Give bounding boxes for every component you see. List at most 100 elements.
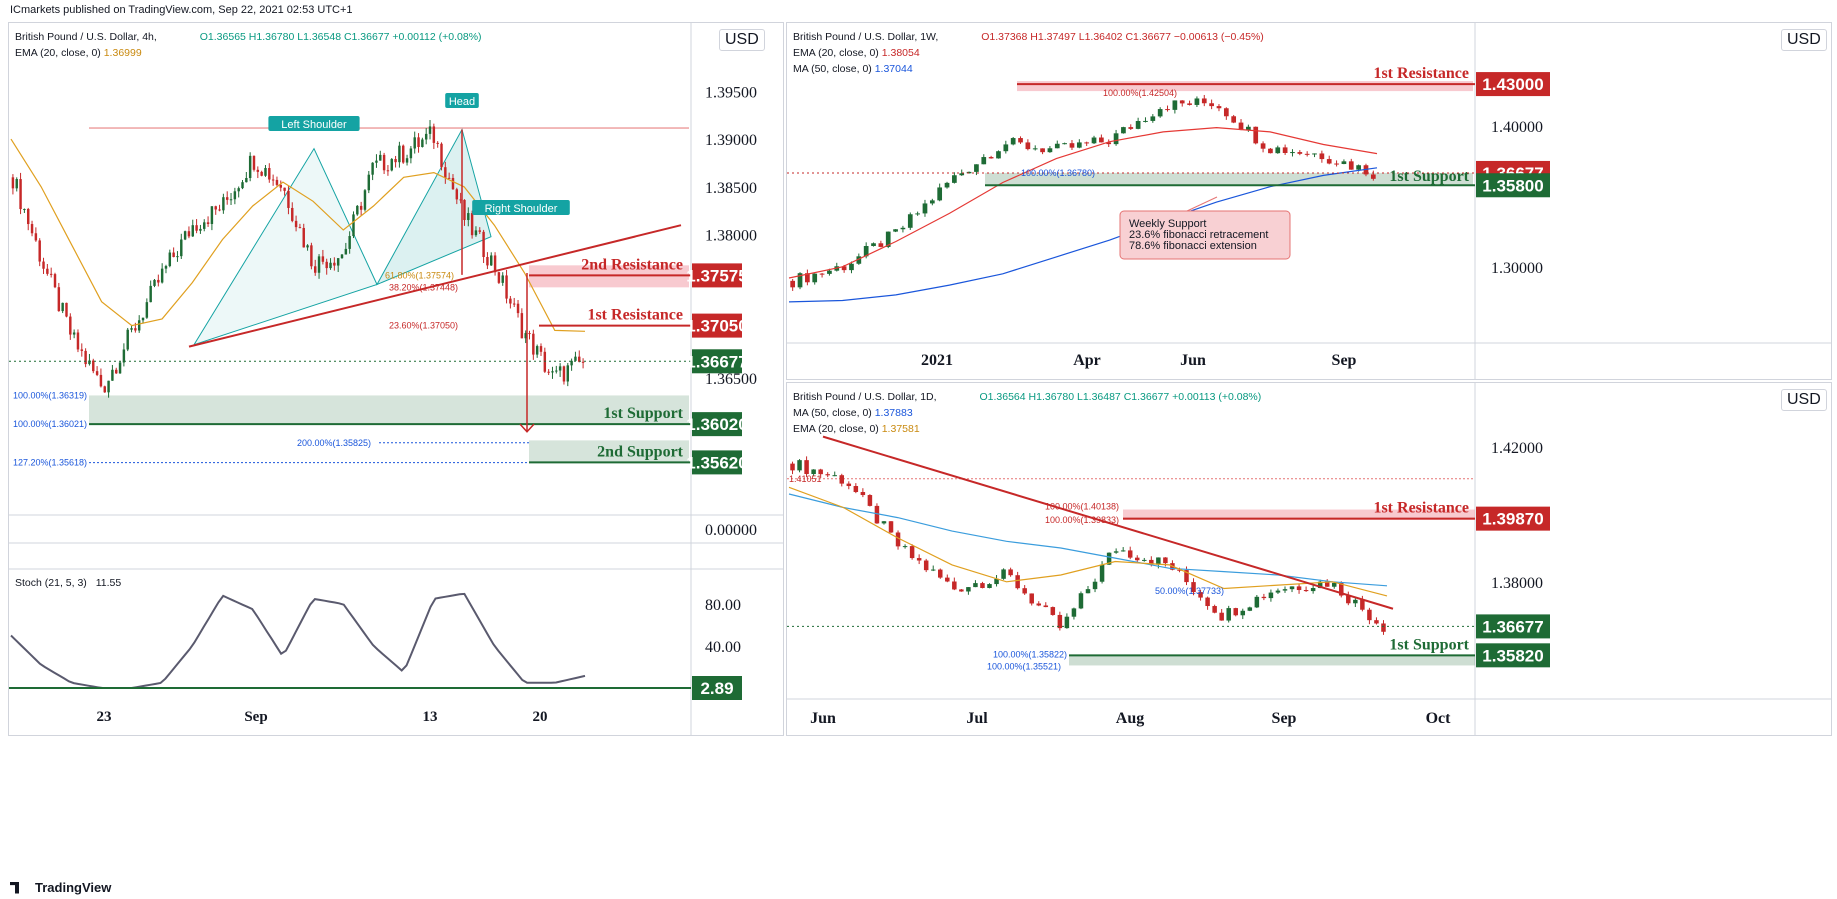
price-tick: 1.38000 [1491,575,1543,592]
h4-candle [191,225,194,237]
h4-candle [386,170,390,172]
h4-candle [176,256,179,258]
h4-candle [287,190,290,208]
chart-1d-svg[interactable]: 1st Resistance 1st Support 1.39870 1.36677 1… [787,383,1831,735]
w1-candle [952,175,957,183]
h4-candle [340,254,344,259]
h4-candle [46,268,49,274]
downtrend-line [822,435,1394,610]
level-1st-resistance-price: 1.37050 [686,317,747,336]
h4-candle [539,346,543,352]
chart-panel-4h[interactable]: 2nd Resistance 1st Resistance 1st Support 2… [8,22,784,736]
ema-line-1w [788,126,1378,279]
d1-candle [952,581,957,590]
d1-candle [1324,581,1330,587]
w1-candle [1275,147,1281,154]
d1-candle [923,560,929,571]
h4-candle [493,255,497,273]
w1-candle [1172,100,1178,110]
h4-candle [15,179,18,189]
h4-candle [23,208,26,210]
w1-candle [1312,153,1317,155]
h4-candle [535,346,539,355]
price-tick: 1.38500 [705,180,757,197]
w1-candle [1025,142,1031,150]
h4-candle [478,230,481,232]
h4-candle [61,302,64,312]
h4-candle [440,143,443,168]
h4-candle [524,333,527,339]
ohlc-1d: O1.36564 H1.36780 L1.36487 C1.36677 +0.0… [979,391,1262,403]
d1-candle [1099,564,1105,582]
ema-label-1d: EMA (20, close, 0) [793,423,879,435]
ohlc-4h: O1.36565 H1.36780 L1.36548 C1.36677 +0.0… [199,31,482,43]
w1-candle [1246,126,1251,130]
fib-label: 100.00%(1.35822) [993,649,1067,659]
h4-candle [359,205,363,210]
h4-candle [566,365,570,382]
d1-candle [1268,592,1274,599]
chart-panel-1d[interactable]: 1st Resistance 1st Support 1.39870 1.36677 1… [786,382,1832,736]
fib-382-label: 38.20%(1.37448) [389,283,458,293]
h4-candle [160,268,164,283]
d1-candle [980,583,985,589]
fib-label: 50.00%(1.37733) [1155,586,1224,596]
d1-candle [1177,569,1182,571]
h4-candle [149,285,152,303]
level-1st-support-price: 1.35800 [1482,176,1543,195]
chart-4h-svg[interactable]: 2nd Resistance 1st Resistance 1st Support 2… [9,23,783,735]
h4-candle [352,214,355,237]
price-tick: 1.42000 [1491,440,1543,457]
w1-candle [878,243,884,247]
h4-candle [256,169,260,172]
time-tick: Oct [1426,710,1452,727]
currency-button-1w[interactable]: USD [1781,29,1827,51]
w1-candle [1003,144,1009,152]
fib-top-label: 100.00%(1.42504) [1103,88,1177,98]
ema-label-1w: EMA (20, close, 0) [793,47,879,59]
w1-candle [1319,153,1325,160]
h4-candle [122,349,126,363]
currency-button-1d[interactable]: USD [1781,389,1827,411]
h4-candle [134,328,137,331]
tradingview-footer[interactable]: TradingView [10,880,111,895]
h4-candle [294,220,298,228]
time-tick: 20 [533,709,548,725]
d1-candle [1008,569,1013,576]
d1-candle [1317,581,1323,589]
level-label-2nd-support: 2nd Support [597,443,683,460]
h4-candle [459,199,462,201]
h4-candle [69,316,72,335]
h4-candle [26,208,30,225]
level-current-price: 1.36677 [686,352,747,371]
currency-button-4h[interactable]: USD [719,29,765,51]
fib-100a-label: 100.00%(1.36319) [13,391,87,401]
d1-candle [1219,612,1224,621]
h4-candle [356,205,359,215]
h4-candle [528,333,531,335]
h4-candle [428,126,432,134]
h4-candle [367,174,371,191]
h4-candle [248,155,252,179]
w1-candle [863,246,869,257]
d1-candle [797,460,802,471]
h4-candle [547,371,550,373]
w1-candle [893,229,898,232]
level-2nd-resistance-price: 1.37575 [686,266,747,285]
publisher-header: ICmarkets published on TradingView.com, … [10,4,353,16]
h4-candle [187,231,191,237]
h4-candle [570,360,573,366]
d1-candle [1163,557,1168,564]
d1-candle [1303,590,1309,592]
h4-candle [118,362,122,374]
w1-candle [1290,152,1295,154]
h4-candle [455,189,459,200]
level-2nd-support-tag [692,450,742,475]
h4-candle [310,245,313,267]
w1-candle [1010,138,1016,145]
h4-candle [57,287,61,312]
dotted-top [89,127,689,129]
h4-candle [260,171,263,176]
